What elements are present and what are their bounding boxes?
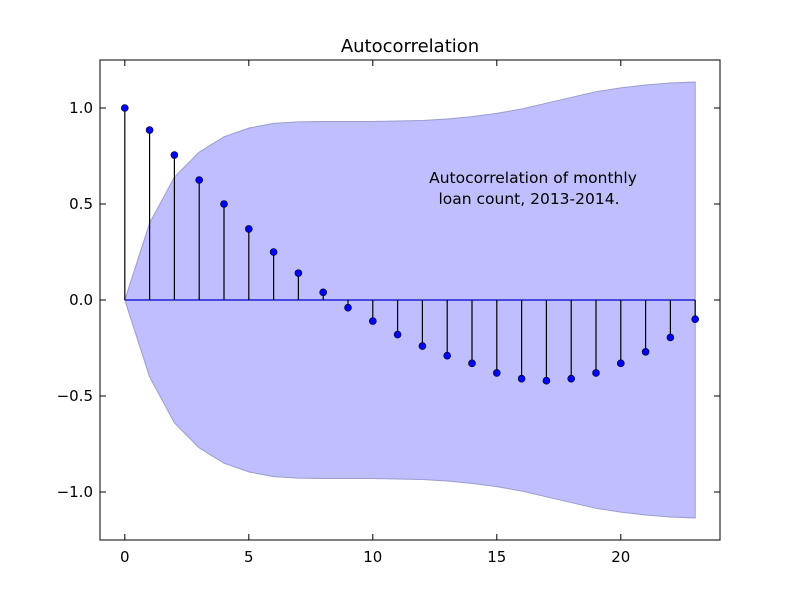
y-tick-label: 0.5 <box>69 195 93 213</box>
acf-point <box>666 333 675 342</box>
y-tick-label: 1.0 <box>69 99 93 117</box>
acf-point <box>492 369 501 377</box>
acf-point <box>393 330 402 339</box>
x-tick-label: 0 <box>120 548 130 566</box>
x-tick-label: 15 <box>487 548 506 566</box>
chart-title: Autocorrelation <box>341 36 479 57</box>
y-tick-label: −1.0 <box>57 483 93 501</box>
acf-point <box>616 359 625 368</box>
acf-point <box>691 315 700 324</box>
acf-point <box>567 374 576 383</box>
acf-point <box>418 342 427 350</box>
acf-point <box>145 126 154 134</box>
acf-point <box>517 374 526 383</box>
acf-point <box>121 104 129 112</box>
x-tick-label: 20 <box>611 548 630 566</box>
annotation-line-2: loan count, 2013-2014. <box>438 190 619 208</box>
annotation-line-1: Autocorrelation of monthly <box>429 169 637 187</box>
acf-point <box>319 288 328 297</box>
x-tick-label: 10 <box>363 548 382 566</box>
acf-point <box>368 317 377 325</box>
acf-point <box>245 225 253 233</box>
plot-area: 0 5 10 15 20 1.0 0.5 0.0 −0.5 −1.0 <box>57 59 721 566</box>
acf-point <box>641 348 650 356</box>
acf-point <box>443 351 452 360</box>
acf-point <box>344 303 352 312</box>
acf-point <box>542 376 551 385</box>
acf-point <box>220 200 228 208</box>
acf-point <box>592 369 600 377</box>
acf-point <box>269 248 278 256</box>
acf-point <box>170 151 179 159</box>
acf-point <box>294 269 303 277</box>
x-tick-label: 5 <box>244 548 254 566</box>
acf-point <box>195 176 203 184</box>
y-tick-label: −0.5 <box>57 387 93 405</box>
acf-point <box>468 359 476 368</box>
y-tick-label: 0.0 <box>69 291 93 309</box>
